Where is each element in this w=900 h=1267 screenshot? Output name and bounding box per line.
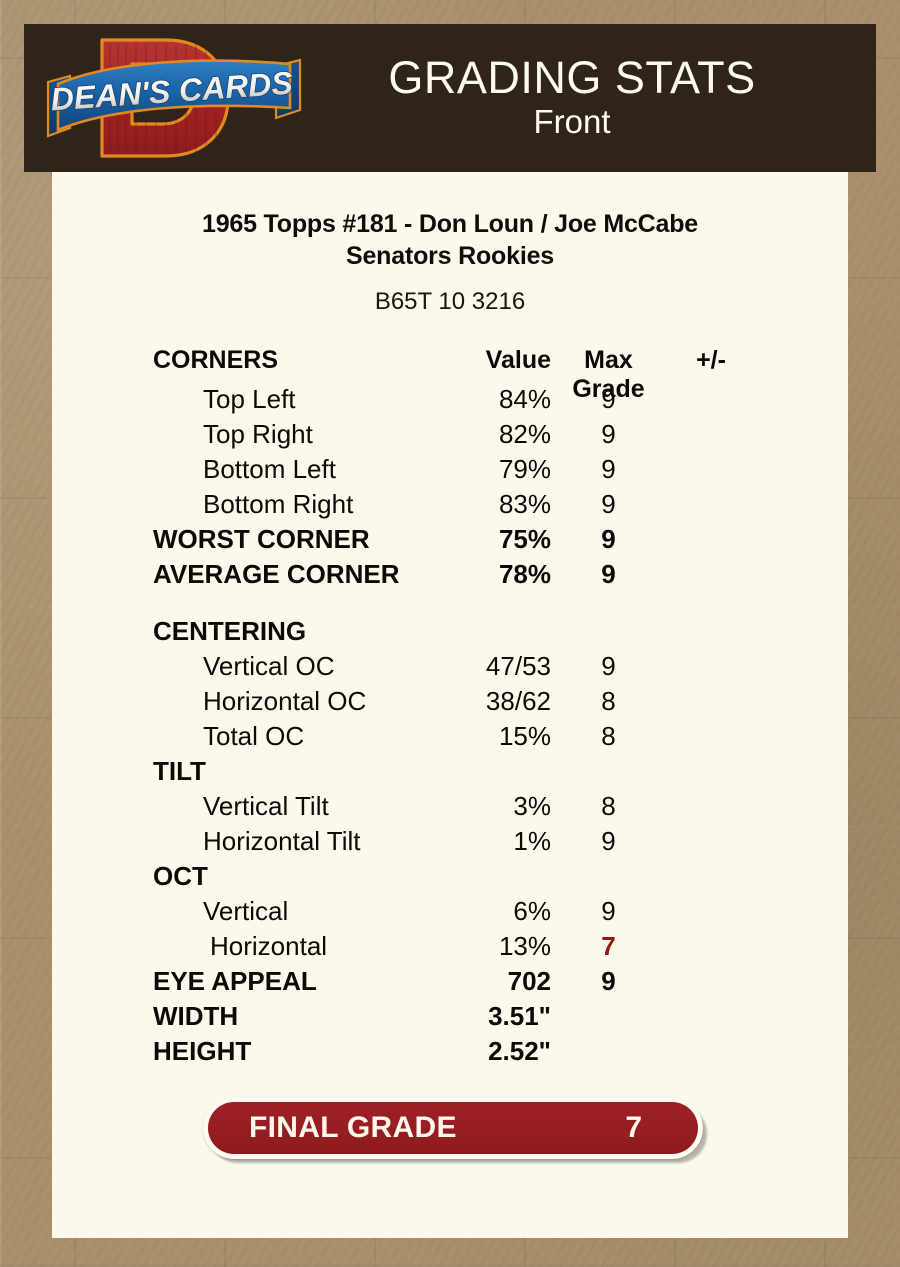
column-header-max-grade: Max Grade bbox=[572, 346, 645, 403]
column-header-plus-minus: +/- bbox=[696, 346, 726, 374]
row-label: HEIGHT bbox=[153, 1036, 252, 1066]
row-grade: 9 bbox=[601, 419, 616, 449]
table-row: Bottom Left 79% 9 bbox=[153, 454, 808, 489]
row-value: 83% bbox=[498, 489, 551, 519]
row-value: 3% bbox=[513, 791, 551, 821]
page-subtitle: Front bbox=[533, 103, 611, 140]
table-row: Horizontal Tilt 1% 9 bbox=[153, 826, 808, 861]
row-grade: 7 bbox=[601, 931, 616, 961]
row-grade: 9 bbox=[601, 651, 616, 681]
row-value: 13% bbox=[498, 931, 551, 961]
deans-cards-logo[interactable]: DEAN'S CARDS bbox=[40, 32, 308, 164]
row-value: 82% bbox=[498, 419, 551, 449]
row-grade: 9 bbox=[601, 966, 616, 996]
row-grade: 9 bbox=[601, 524, 616, 554]
table-row: Bottom Right 83% 9 bbox=[153, 489, 808, 524]
table-row-worst-corner: WORST CORNER 75% 9 bbox=[153, 524, 808, 559]
row-label: Top Right bbox=[203, 419, 313, 449]
final-grade-banner: FINAL GRADE 7 bbox=[203, 1097, 711, 1165]
card-identification: 1965 Topps #181 - Don Loun / Joe McCabe … bbox=[52, 172, 848, 316]
table-row: Vertical 6% 9 bbox=[153, 896, 808, 931]
row-grade: 9 bbox=[601, 826, 616, 856]
table-row-width: WIDTH 3.51" bbox=[153, 1001, 808, 1036]
row-label: Vertical bbox=[203, 896, 289, 926]
stats-panel: 1965 Topps #181 - Don Loun / Joe McCabe … bbox=[52, 172, 848, 1238]
table-header-row: CORNERS Value Max Grade +/- bbox=[153, 346, 808, 403]
row-label: Total OC bbox=[203, 721, 305, 751]
card-title-line-1: 1965 Topps #181 - Don Loun / Joe McCabe bbox=[201, 210, 699, 238]
header-title-group: GRADING STATS Front bbox=[308, 51, 876, 143]
row-label: Horizontal Tilt bbox=[203, 826, 361, 856]
table-row: Total OC 15% 8 bbox=[153, 721, 808, 756]
final-grade-pill: FINAL GRADE 7 bbox=[208, 1102, 698, 1154]
row-label: WORST CORNER bbox=[153, 524, 370, 554]
row-value: 6% bbox=[513, 896, 551, 926]
row-label: Vertical OC bbox=[203, 651, 335, 681]
page-title: GRADING STATS bbox=[388, 51, 756, 103]
row-label: Horizontal OC bbox=[203, 686, 367, 716]
row-grade: 8 bbox=[601, 721, 616, 751]
table-row-average-corner: AVERAGE CORNER 78% 9 bbox=[153, 559, 808, 594]
row-grade: 9 bbox=[601, 454, 616, 484]
section-label: TILT bbox=[153, 756, 206, 786]
row-value: 1% bbox=[513, 826, 551, 856]
table-row: Vertical OC 47/53 9 bbox=[153, 651, 808, 686]
row-grade: 9 bbox=[601, 384, 616, 414]
section-label: CENTERING bbox=[153, 616, 307, 646]
row-grade: 9 bbox=[601, 896, 616, 926]
row-grade: 9 bbox=[601, 559, 616, 589]
row-value: 3.51" bbox=[488, 1001, 551, 1031]
column-header-section: CORNERS bbox=[153, 346, 279, 374]
row-value: 15% bbox=[498, 721, 551, 751]
row-grade: 8 bbox=[601, 686, 616, 716]
final-grade-value: 7 bbox=[625, 1111, 642, 1144]
row-grade: 9 bbox=[601, 489, 616, 519]
final-grade-label: FINAL GRADE bbox=[249, 1111, 457, 1144]
logo-ribbon-text: DEAN'S CARDS bbox=[50, 65, 295, 118]
row-value: 84% bbox=[498, 384, 551, 414]
row-value: 47/53 bbox=[485, 651, 551, 681]
table-row-eye-appeal: EYE APPEAL 702 9 bbox=[153, 966, 808, 1001]
section-header-oct: OCT bbox=[153, 861, 808, 896]
row-grade: 8 bbox=[601, 791, 616, 821]
grading-stats-table: CORNERS Value Max Grade +/- Top Left 84%… bbox=[52, 346, 848, 1071]
row-label: EYE APPEAL bbox=[153, 966, 317, 996]
row-value: 2.52" bbox=[488, 1036, 551, 1066]
row-label: Horizontal bbox=[210, 931, 328, 961]
row-value: 702 bbox=[507, 966, 551, 996]
row-label: Bottom Right bbox=[203, 489, 354, 519]
table-row-height: HEIGHT 2.52" bbox=[153, 1036, 808, 1071]
row-label: AVERAGE CORNER bbox=[153, 559, 400, 589]
row-label: Top Left bbox=[203, 384, 296, 414]
row-value: 75% bbox=[498, 524, 551, 554]
page-header: DEAN'S CARDS GRADING STATS Front bbox=[24, 24, 876, 172]
table-row: Top Left 84% 9 bbox=[153, 384, 808, 419]
row-value: 79% bbox=[498, 454, 551, 484]
row-value: 78% bbox=[498, 559, 551, 589]
row-label: Vertical Tilt bbox=[203, 791, 329, 821]
table-row: Horizontal 13% 7 bbox=[153, 931, 808, 966]
section-header-centering: CENTERING bbox=[153, 616, 808, 651]
card-title-line-2: Senators Rookies bbox=[346, 242, 554, 270]
table-row: Top Right 82% 9 bbox=[153, 419, 808, 454]
table-row: Vertical Tilt 3% 8 bbox=[153, 791, 808, 826]
table-row: Horizontal OC 38/62 8 bbox=[153, 686, 808, 721]
row-label: WIDTH bbox=[153, 1001, 239, 1031]
row-value: 38/62 bbox=[485, 686, 551, 716]
section-label: OCT bbox=[153, 861, 208, 891]
row-label: Bottom Left bbox=[203, 454, 336, 484]
section-header-tilt: TILT bbox=[153, 756, 808, 791]
card-code: B65T 10 3216 bbox=[374, 288, 526, 315]
column-header-value: Value bbox=[485, 346, 551, 374]
